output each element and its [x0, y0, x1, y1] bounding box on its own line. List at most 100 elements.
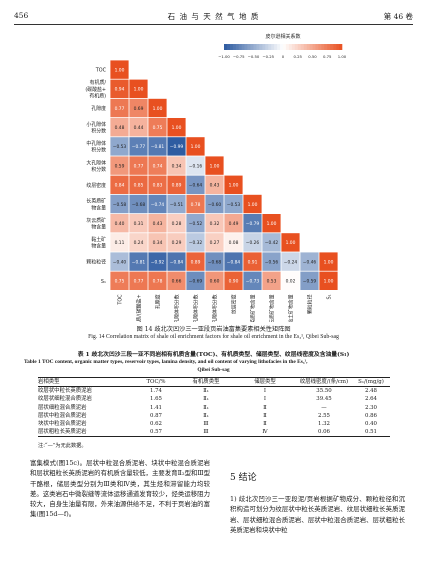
col-header-toc: TOC/% [146, 379, 166, 385]
heatmap-cell [243, 194, 262, 214]
table-cell: 纹层状细粒混合质泥岩 [38, 396, 92, 403]
colorbar-tick-label: −0.75 [233, 54, 245, 59]
heatmap-value-label: −0.40 [113, 259, 127, 265]
heatmap-cell [148, 194, 167, 214]
correlation-heatmap: TOC有机质/(碳酸盐+有机质)孔隙度小孔隙体积分数中孔隙体积分数大孔隙体积分数… [85, 33, 346, 322]
colorbar-title: 皮尔逊相关系数 [265, 33, 300, 40]
heatmap-cell [129, 175, 148, 194]
heatmap-cell [300, 271, 319, 290]
table-row: 层状中粒混合质泥岩 0.87 Ⅱ₁ Ⅱ 2.55 0.86 [38, 412, 390, 420]
heatmap-value-label: −0.32 [189, 240, 203, 246]
col-header-lithofacies: 岩相类型 [38, 379, 60, 385]
row-label: 纹层密度 [86, 182, 106, 189]
colorbar-segment [259, 44, 263, 50]
heatmap-value-label: 0.31 [134, 221, 144, 227]
heatmap-cell [186, 175, 205, 194]
heatmap-value-label: 1.00 [134, 87, 144, 93]
table-cell: 层状中粒混合质泥岩 [38, 412, 87, 419]
column-label: S₁ [327, 294, 333, 299]
heatmap-value-label: −0.77 [132, 144, 146, 150]
colorbar-segment [280, 44, 284, 50]
figure-caption-cn: 图 14 歧北次凹沙三一亚段页岩油富集要素相关性矩阵图 [136, 326, 291, 333]
heatmap-value-label: 0.49 [229, 221, 239, 227]
table-cell: 2.55 [317, 412, 330, 419]
table-row: 纹层状中粒长英质泥岩 1.74 Ⅱ₁ Ⅰ 35.50 2.48 [38, 387, 390, 396]
colorbar-segment [300, 44, 304, 50]
heatmap-value-label: 0.53 [267, 279, 277, 285]
heatmap-cell [224, 271, 243, 290]
table-cell: 0.62 [149, 421, 162, 428]
column-label: TOC [118, 294, 124, 306]
heatmap-cell [148, 175, 167, 194]
heatmap-value-label: −0.81 [151, 144, 165, 150]
colorbar-tick-label: 0 [282, 54, 285, 59]
heatmap-value-label: 0.90 [229, 279, 239, 285]
figure-caption-en: Fig. 14 Correlation matrix of shale oil … [88, 334, 339, 340]
heatmap-value-label: 0.89 [191, 259, 201, 265]
body-paragraph-right: 1) 歧北次凹沙三一亚段泥/页岩根据矿物成分、颗粒粒径和沉积构造可划分为纹层状中… [230, 495, 405, 534]
heatmap-value-label: −0.84 [227, 259, 241, 265]
table-cell: Ⅱ₁ [203, 388, 209, 395]
heatmap-cell [167, 271, 186, 290]
table-cell: Ⅱ [263, 404, 267, 411]
heatmap-cell [224, 194, 243, 214]
heatmap-value-label: −0.68 [208, 259, 222, 265]
heatmap-cell [243, 233, 262, 252]
heatmap-value-label: −0.92 [151, 259, 165, 265]
heatmap-cell [129, 79, 148, 98]
heatmap-cell [129, 137, 148, 156]
row-label: 有机质/(碳酸盐+有机质) [85, 79, 106, 99]
heatmap-cell [129, 194, 148, 214]
heatmap-value-label: 0.69 [134, 106, 144, 112]
heatmap-cell [148, 98, 167, 118]
table-header-row: 岩相类型 TOC/% 有机质类型 储层类型 纹层线密度/(条/cm) S₁/(m… [38, 377, 390, 387]
heatmap-value-label: −0.53 [113, 144, 127, 150]
heatmap-value-label: 0.29 [172, 240, 182, 246]
heatmap-value-label: 0.43 [153, 221, 163, 227]
heatmap-value-label: −0.53 [227, 202, 241, 208]
heatmap-cell [110, 233, 129, 252]
colorbar-segment [324, 44, 328, 50]
table-cell: 2.48 [364, 388, 377, 395]
colorbar-segment [333, 44, 337, 50]
heatmap-value-label: 1.00 [324, 279, 334, 285]
column-label: 有机质/(碳酸盐+ [136, 294, 143, 322]
column-label: 小孔隙体积分数 [174, 294, 181, 322]
heatmap-cell [262, 252, 281, 271]
table-cell: 1.65 [149, 396, 162, 403]
heatmap-value-label: 0.84 [115, 183, 125, 189]
colorbar-segment [247, 44, 251, 50]
heatmap-cell [167, 214, 186, 233]
heatmap-value-label: 0.08 [229, 240, 239, 246]
heatmap-cell [148, 252, 167, 271]
row-label: S₁ [101, 279, 106, 285]
heatmap-value-label: 0.89 [172, 183, 182, 189]
heatmap-value-label: −0.68 [132, 202, 146, 208]
heatmap-cell [110, 175, 129, 194]
table-cell: Ⅱ [263, 421, 267, 428]
colorbar-segment [262, 44, 266, 50]
colorbar-segment [315, 44, 319, 50]
heatmap-cell [319, 252, 338, 271]
heatmap-cell [281, 271, 300, 290]
table-cell: Ⅰ [263, 388, 267, 395]
heatmap-value-label: 0.40 [115, 221, 125, 227]
heatmap-value-label: 0.85 [134, 183, 144, 189]
row-label: TOC [95, 68, 107, 74]
heatmap-cell [186, 271, 205, 290]
colorbar-segment [268, 44, 272, 50]
heatmap-cell [129, 271, 148, 290]
colorbar-segment [250, 44, 254, 50]
heatmap-value-label: −0.99 [170, 144, 184, 150]
table-cell: 2.30 [364, 404, 377, 411]
heatmap-value-label: 0.11 [115, 240, 125, 246]
colorbar-segment [238, 44, 242, 50]
colorbar-segment [306, 44, 310, 50]
heatmap-cell [167, 118, 186, 137]
heatmap-value-label: 1.00 [115, 67, 125, 73]
heatmap-cell [110, 137, 129, 156]
table-cell: 0.86 [364, 412, 377, 419]
heatmap-value-label: 0.32 [210, 221, 220, 227]
heatmap-cell [205, 194, 224, 214]
colorbar-tick-label: 0.50 [308, 54, 317, 59]
